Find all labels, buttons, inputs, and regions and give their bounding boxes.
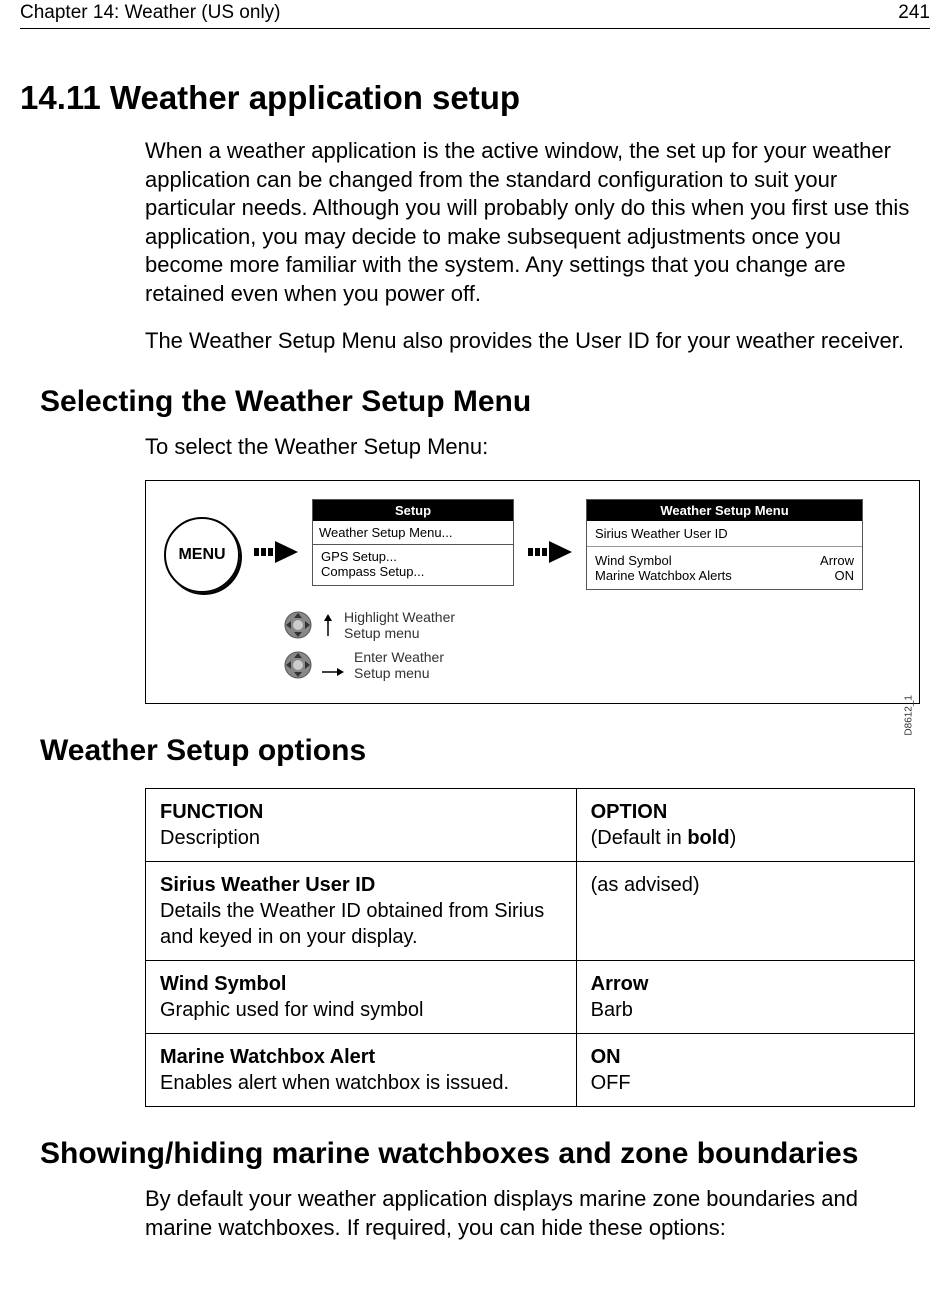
page-number: 241	[898, 2, 930, 24]
wsm-value: Arrow	[820, 553, 854, 568]
table-row: Sirius Weather User ID Details the Weath…	[146, 862, 915, 961]
row-desc: Graphic used for wind symbol	[160, 999, 423, 1021]
arrow-right-icon	[254, 539, 298, 565]
wsm-panel-title: Weather Setup Menu	[587, 500, 862, 521]
header-option: OPTION	[591, 801, 668, 823]
wsm-row: Wind Symbol Arrow	[595, 553, 854, 568]
header-default-bold: bold	[687, 827, 729, 849]
arrow-right-icon	[528, 539, 572, 565]
header-desc: Description	[160, 827, 260, 849]
row-title: Marine Watchbox Alert	[160, 1046, 375, 1068]
wsm-value: ON	[835, 568, 855, 583]
row-desc: Details the Weather ID obtained from Sir…	[160, 900, 544, 948]
wsm-row: Sirius Weather User ID	[587, 521, 862, 547]
menu-diagram: MENU Setup Weather Setup Menu... GPS Set…	[145, 480, 920, 704]
menu-button-label: MENU	[178, 546, 225, 564]
instruction-text: Enter Weather Setup menu	[354, 649, 474, 681]
showing-title: Showing/hiding marine watchboxes and zon…	[40, 1137, 930, 1171]
row-default: Arrow	[591, 973, 649, 995]
right-arrow-icon	[322, 663, 344, 681]
options-table: FUNCTION Description OPTION (Default in …	[145, 788, 915, 1107]
weather-setup-panel: Weather Setup Menu Sirius Weather User I…	[586, 499, 863, 590]
instruction-row: Enter Weather Setup menu	[284, 649, 901, 681]
section-p1: When a weather application is the active…	[145, 137, 920, 309]
options-title: Weather Setup options	[40, 734, 930, 768]
table-row: Marine Watchbox Alert Enables alert when…	[146, 1034, 915, 1107]
table-row: FUNCTION Description OPTION (Default in …	[146, 789, 915, 862]
menu-button: MENU	[164, 517, 240, 593]
wsm-row: Marine Watchbox Alerts ON	[595, 568, 854, 583]
selecting-title: Selecting the Weather Setup Menu	[40, 385, 930, 419]
wsm-label: Marine Watchbox Alerts	[595, 568, 732, 583]
header-function: FUNCTION	[160, 801, 263, 823]
section-p2: The Weather Setup Menu also provides the…	[145, 327, 920, 356]
figure-number: D8612_1	[904, 695, 915, 736]
row-title: Sirius Weather User ID	[160, 874, 375, 896]
up-arrow-icon	[322, 614, 334, 636]
setup-panel-selected: Weather Setup Menu...	[313, 521, 513, 545]
row-value: OFF	[591, 1072, 631, 1094]
instruction-text: Highlight Weather Setup menu	[344, 609, 474, 641]
section-title: 14.11 Weather application setup	[20, 79, 930, 117]
row-default: ON	[591, 1046, 621, 1068]
table-row: Wind Symbol Graphic used for wind symbol…	[146, 961, 915, 1034]
row-value: (as advised)	[591, 874, 700, 896]
header-default-open: (Default in	[591, 827, 688, 849]
dpad-icon	[284, 611, 312, 639]
row-value: Barb	[591, 999, 633, 1021]
dpad-icon	[284, 651, 312, 679]
row-title: Wind Symbol	[160, 973, 286, 995]
chapter-title: Chapter 14: Weather (US only)	[20, 2, 281, 24]
showing-p: By default your weather application disp…	[145, 1185, 920, 1242]
row-desc: Enables alert when watchbox is issued.	[160, 1072, 509, 1094]
selecting-intro: To select the Weather Setup Menu:	[145, 433, 920, 462]
instruction-row: Highlight Weather Setup menu	[284, 609, 901, 641]
wsm-label: Wind Symbol	[595, 553, 672, 568]
setup-panel-item: Compass Setup...	[321, 564, 505, 579]
setup-panel-title: Setup	[313, 500, 513, 521]
setup-panel: Setup Weather Setup Menu... GPS Setup...…	[312, 499, 514, 586]
page-header: Chapter 14: Weather (US only) 241	[20, 0, 930, 29]
header-default-close: )	[730, 827, 737, 849]
setup-panel-item: GPS Setup...	[321, 549, 505, 564]
